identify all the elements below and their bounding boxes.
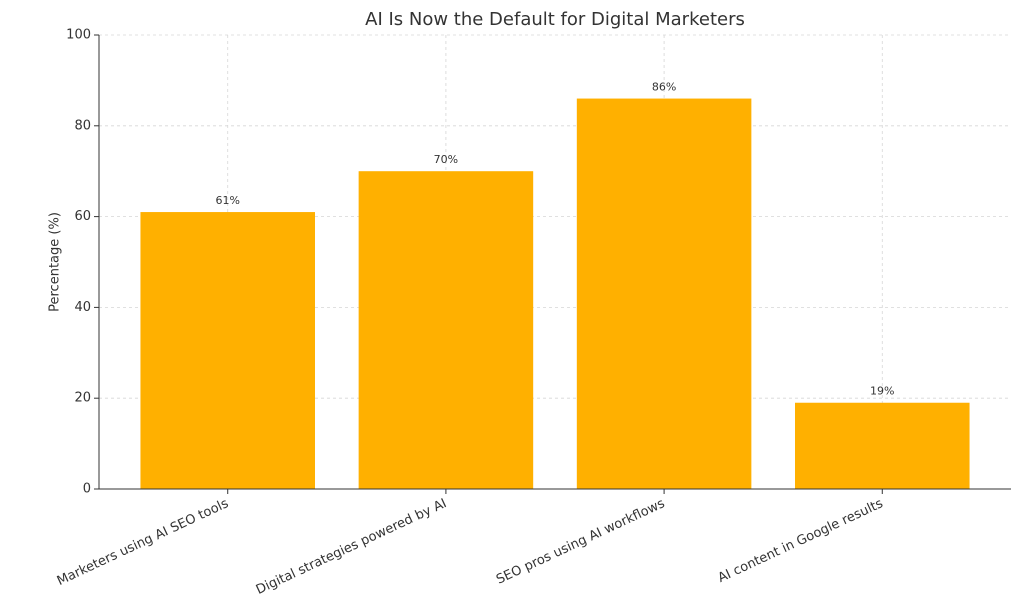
y-tick-label: 20: [74, 391, 91, 406]
y-tick-label: 40: [74, 300, 91, 315]
bar: [140, 212, 315, 489]
value-label: 70%: [434, 153, 458, 166]
y-tick-label: 0: [83, 482, 91, 497]
y-tick-label: 60: [74, 209, 91, 224]
bar: [795, 402, 970, 489]
y-tick-label: 80: [74, 118, 91, 133]
x-tick-label: SEO pros using AI workflows: [494, 496, 667, 588]
value-label: 19%: [870, 385, 894, 398]
bar: [358, 171, 534, 489]
y-axis-label: Percentage (%): [48, 212, 63, 312]
x-tick-label: AI content in Google results: [716, 496, 886, 586]
value-label: 86%: [652, 81, 676, 94]
x-tick-label: Marketers using AI SEO tools: [55, 496, 231, 589]
y-tick-label: 100: [66, 28, 91, 43]
bar: [576, 98, 752, 489]
value-label: 61%: [216, 194, 240, 207]
x-tick-label: Digital strategies powered by AI: [254, 496, 449, 598]
chart-title: AI Is Now the Default for Digital Market…: [365, 9, 745, 30]
